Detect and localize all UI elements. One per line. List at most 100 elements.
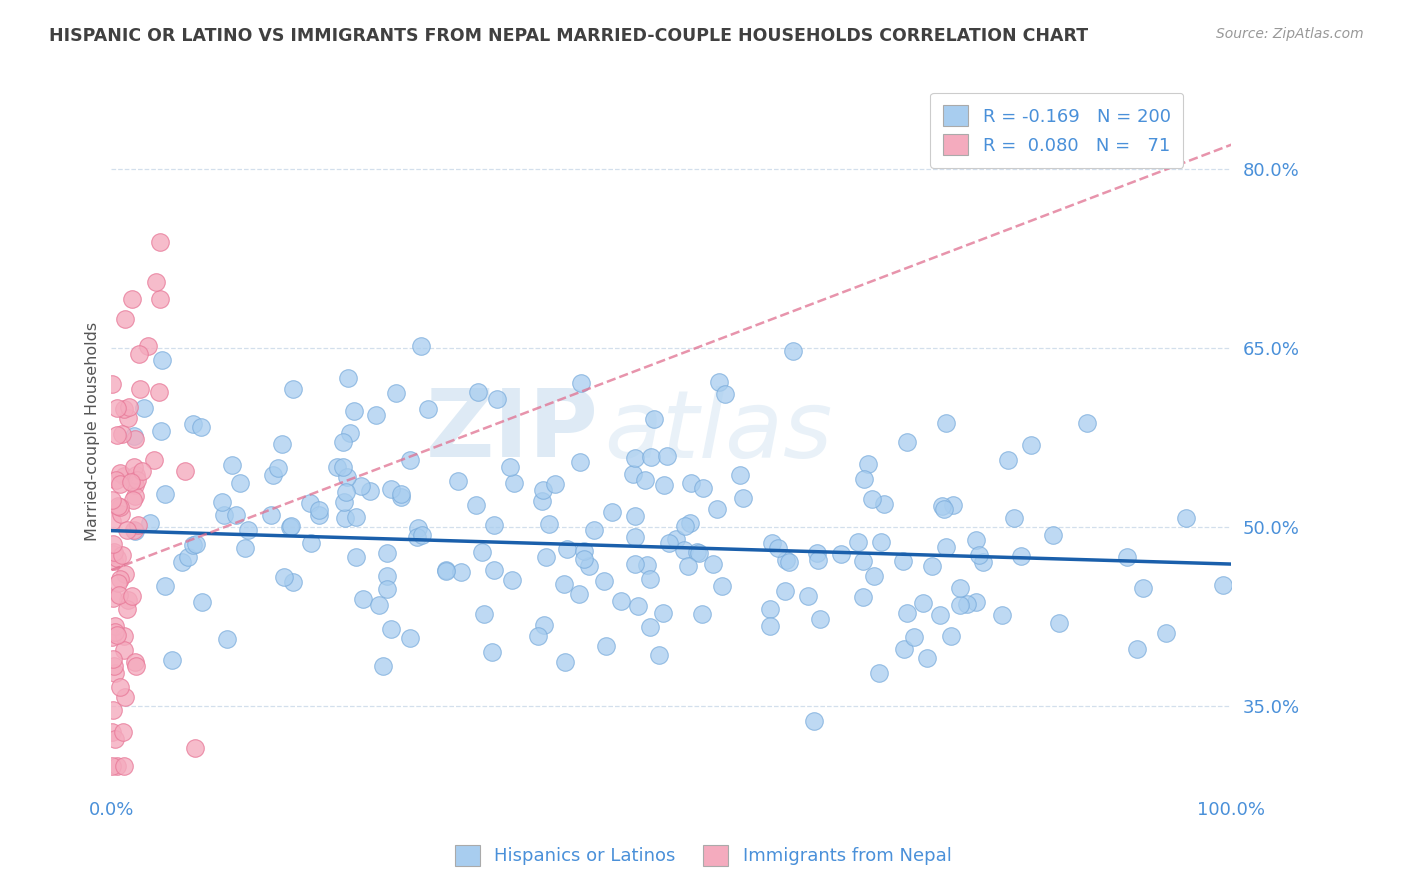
Point — [259, 508, 281, 523]
Point — [657, 449, 679, 463]
Point — [868, 666, 890, 681]
Point — [124, 655, 146, 669]
Point — [143, 453, 166, 467]
Point — [891, 554, 914, 568]
Point — [411, 528, 433, 542]
Point — [1174, 510, 1197, 524]
Point — [177, 550, 200, 565]
Point — [391, 487, 413, 501]
Point — [544, 476, 567, 491]
Point — [375, 582, 398, 596]
Point — [609, 594, 631, 608]
Point — [136, 339, 159, 353]
Point — [758, 601, 780, 615]
Point — [271, 437, 294, 451]
Point — [101, 631, 124, 645]
Point — [217, 632, 239, 646]
Point — [148, 385, 170, 400]
Point — [280, 519, 302, 533]
Point — [1019, 438, 1042, 452]
Point — [115, 524, 138, 538]
Text: atlas: atlas — [605, 386, 832, 477]
Point — [343, 403, 366, 417]
Point — [380, 482, 402, 496]
Point — [110, 507, 132, 521]
Point — [991, 608, 1014, 623]
Point — [416, 402, 439, 417]
Point — [710, 579, 733, 593]
Point — [935, 416, 957, 430]
Point — [273, 570, 295, 584]
Point — [846, 534, 869, 549]
Point — [1002, 511, 1025, 525]
Point — [184, 536, 207, 550]
Point — [121, 292, 143, 306]
Point — [534, 549, 557, 564]
Point — [773, 584, 796, 599]
Point — [101, 537, 124, 551]
Point — [830, 547, 852, 561]
Point — [120, 475, 142, 490]
Point — [766, 541, 789, 556]
Point — [101, 493, 124, 508]
Point — [965, 595, 987, 609]
Point — [225, 508, 247, 523]
Point — [807, 553, 830, 567]
Point — [124, 432, 146, 446]
Point — [104, 625, 127, 640]
Point — [139, 516, 162, 531]
Point — [903, 630, 925, 644]
Point — [333, 511, 356, 525]
Point — [326, 459, 349, 474]
Point — [538, 516, 561, 531]
Point — [335, 484, 357, 499]
Point — [104, 665, 127, 680]
Point — [122, 523, 145, 537]
Point — [173, 464, 195, 478]
Point — [499, 460, 522, 475]
Point — [127, 518, 149, 533]
Point — [501, 573, 523, 587]
Point — [873, 497, 896, 511]
Point — [114, 311, 136, 326]
Point — [124, 478, 146, 492]
Point — [299, 536, 322, 550]
Point — [553, 576, 575, 591]
Point — [921, 558, 943, 573]
Point — [263, 467, 285, 482]
Point — [124, 489, 146, 503]
Point — [434, 563, 457, 577]
Legend: R = -0.169   N = 200, R =  0.080   N =   71: R = -0.169 N = 200, R = 0.080 N = 71 — [931, 93, 1182, 168]
Point — [447, 475, 470, 489]
Point — [956, 597, 979, 611]
Point — [582, 523, 605, 537]
Point — [636, 558, 658, 572]
Point — [896, 435, 918, 450]
Point — [858, 457, 880, 471]
Point — [638, 572, 661, 586]
Point — [912, 596, 935, 610]
Point — [107, 576, 129, 591]
Point — [124, 524, 146, 539]
Point — [803, 714, 825, 728]
Point — [221, 458, 243, 472]
Point — [336, 469, 359, 483]
Point — [104, 731, 127, 746]
Point — [1126, 642, 1149, 657]
Point — [643, 412, 665, 426]
Point — [112, 401, 135, 416]
Point — [690, 607, 713, 621]
Point — [350, 479, 373, 493]
Point — [624, 557, 647, 571]
Point — [531, 483, 554, 497]
Point — [332, 434, 354, 449]
Point — [162, 652, 184, 666]
Point — [681, 475, 703, 490]
Point — [467, 384, 489, 399]
Point — [471, 544, 494, 558]
Point — [572, 552, 595, 566]
Point — [1156, 625, 1178, 640]
Point — [103, 545, 125, 559]
Point — [713, 386, 735, 401]
Point — [107, 588, 129, 602]
